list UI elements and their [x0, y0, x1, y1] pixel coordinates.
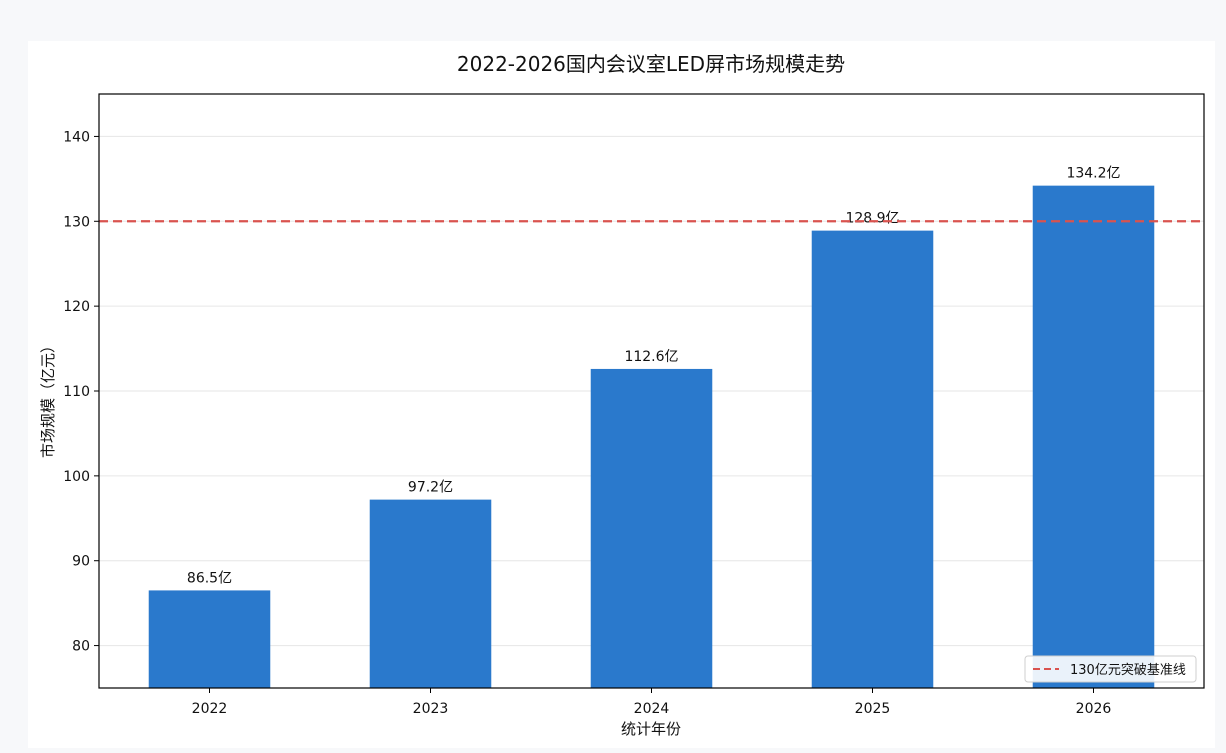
x-tick-label: 2025 — [855, 701, 891, 717]
bar-2024 — [590, 368, 713, 688]
bar-2023 — [369, 499, 492, 688]
y-tick-label: 140 — [63, 129, 90, 145]
data-label: 86.5亿 — [187, 570, 232, 586]
x-tick-label: 2022 — [192, 701, 228, 717]
data-label: 134.2亿 — [1066, 166, 1120, 182]
y-axis-label: 市场规模（亿元） — [39, 338, 57, 458]
data-label: 112.6亿 — [624, 349, 678, 365]
y-tick-label: 130 — [63, 214, 90, 230]
chart-title: 2022-2026国内会议室LED屏市场规模走势 — [457, 52, 845, 76]
legend: 130亿元突破基准线 — [1024, 655, 1197, 683]
x-tick-label: 2026 — [1076, 701, 1112, 717]
y-axis-ticks: 80 90 100 110 120 130 140 — [63, 129, 99, 655]
legend-box — [1024, 655, 1197, 683]
x-tick-label: 2023 — [413, 701, 449, 717]
x-axis-ticks: 2022 2023 2024 2025 2026 — [192, 688, 1112, 717]
y-tick-label: 120 — [63, 299, 90, 315]
data-label: 97.2亿 — [408, 480, 453, 496]
bar-2026 — [1032, 185, 1155, 688]
y-tick-label: 110 — [63, 384, 90, 400]
bar-2022 — [148, 590, 271, 688]
x-tick-label: 2024 — [634, 701, 670, 717]
y-tick-label: 90 — [72, 554, 90, 570]
bars: 86.5亿 97.2亿 112.6亿 128.9亿 134.2亿 — [148, 166, 1155, 688]
y-tick-label: 80 — [72, 639, 90, 655]
x-axis-label: 统计年份 — [621, 720, 681, 738]
data-label: 128.9亿 — [845, 211, 899, 227]
legend-label: 130亿元突破基准线 — [1070, 662, 1186, 678]
y-tick-label: 100 — [63, 469, 90, 485]
bar-2025 — [811, 230, 934, 688]
